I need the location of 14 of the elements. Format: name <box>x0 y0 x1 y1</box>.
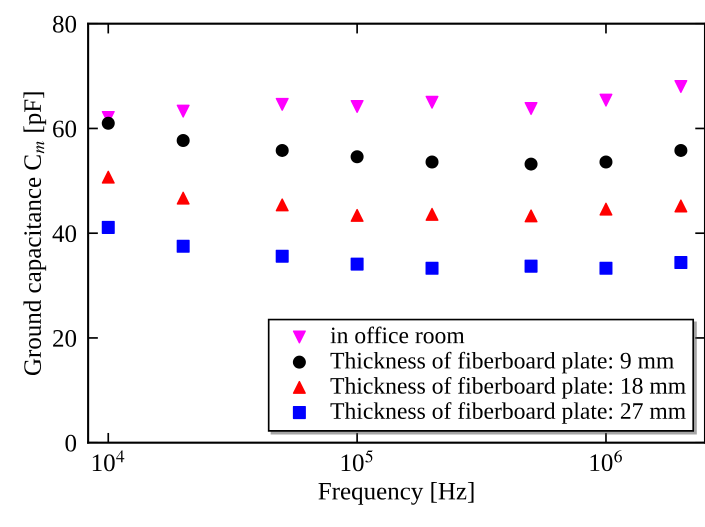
y-tick-label: 0 <box>65 434 76 452</box>
legend-label: Thickness of fiberboard plate: 18 mm <box>330 376 686 399</box>
y-tick-label: 60 <box>53 120 76 138</box>
legend-label: Thickness of fiberboard plate: 9 mm <box>330 352 674 374</box>
x-tick-label: 10$^{4}$ <box>92 450 124 472</box>
y-axis-title: Ground capacitance C$_{m}$ [pF] <box>23 92 46 376</box>
legend-label: in office room <box>330 326 464 344</box>
legend-label: Thickness of fiberboard plate: 27 mm <box>330 402 686 424</box>
x-tick-label: 10$^{5}$ <box>342 450 373 472</box>
y-tick-label: 20 <box>53 330 76 347</box>
x-axis-title: Frequency [Hz] <box>318 482 474 505</box>
y-tick-label: 40 <box>52 225 76 242</box>
x-tick-label: 10$^{6}$ <box>590 450 622 472</box>
y-tick-label: 80 <box>52 16 76 33</box>
